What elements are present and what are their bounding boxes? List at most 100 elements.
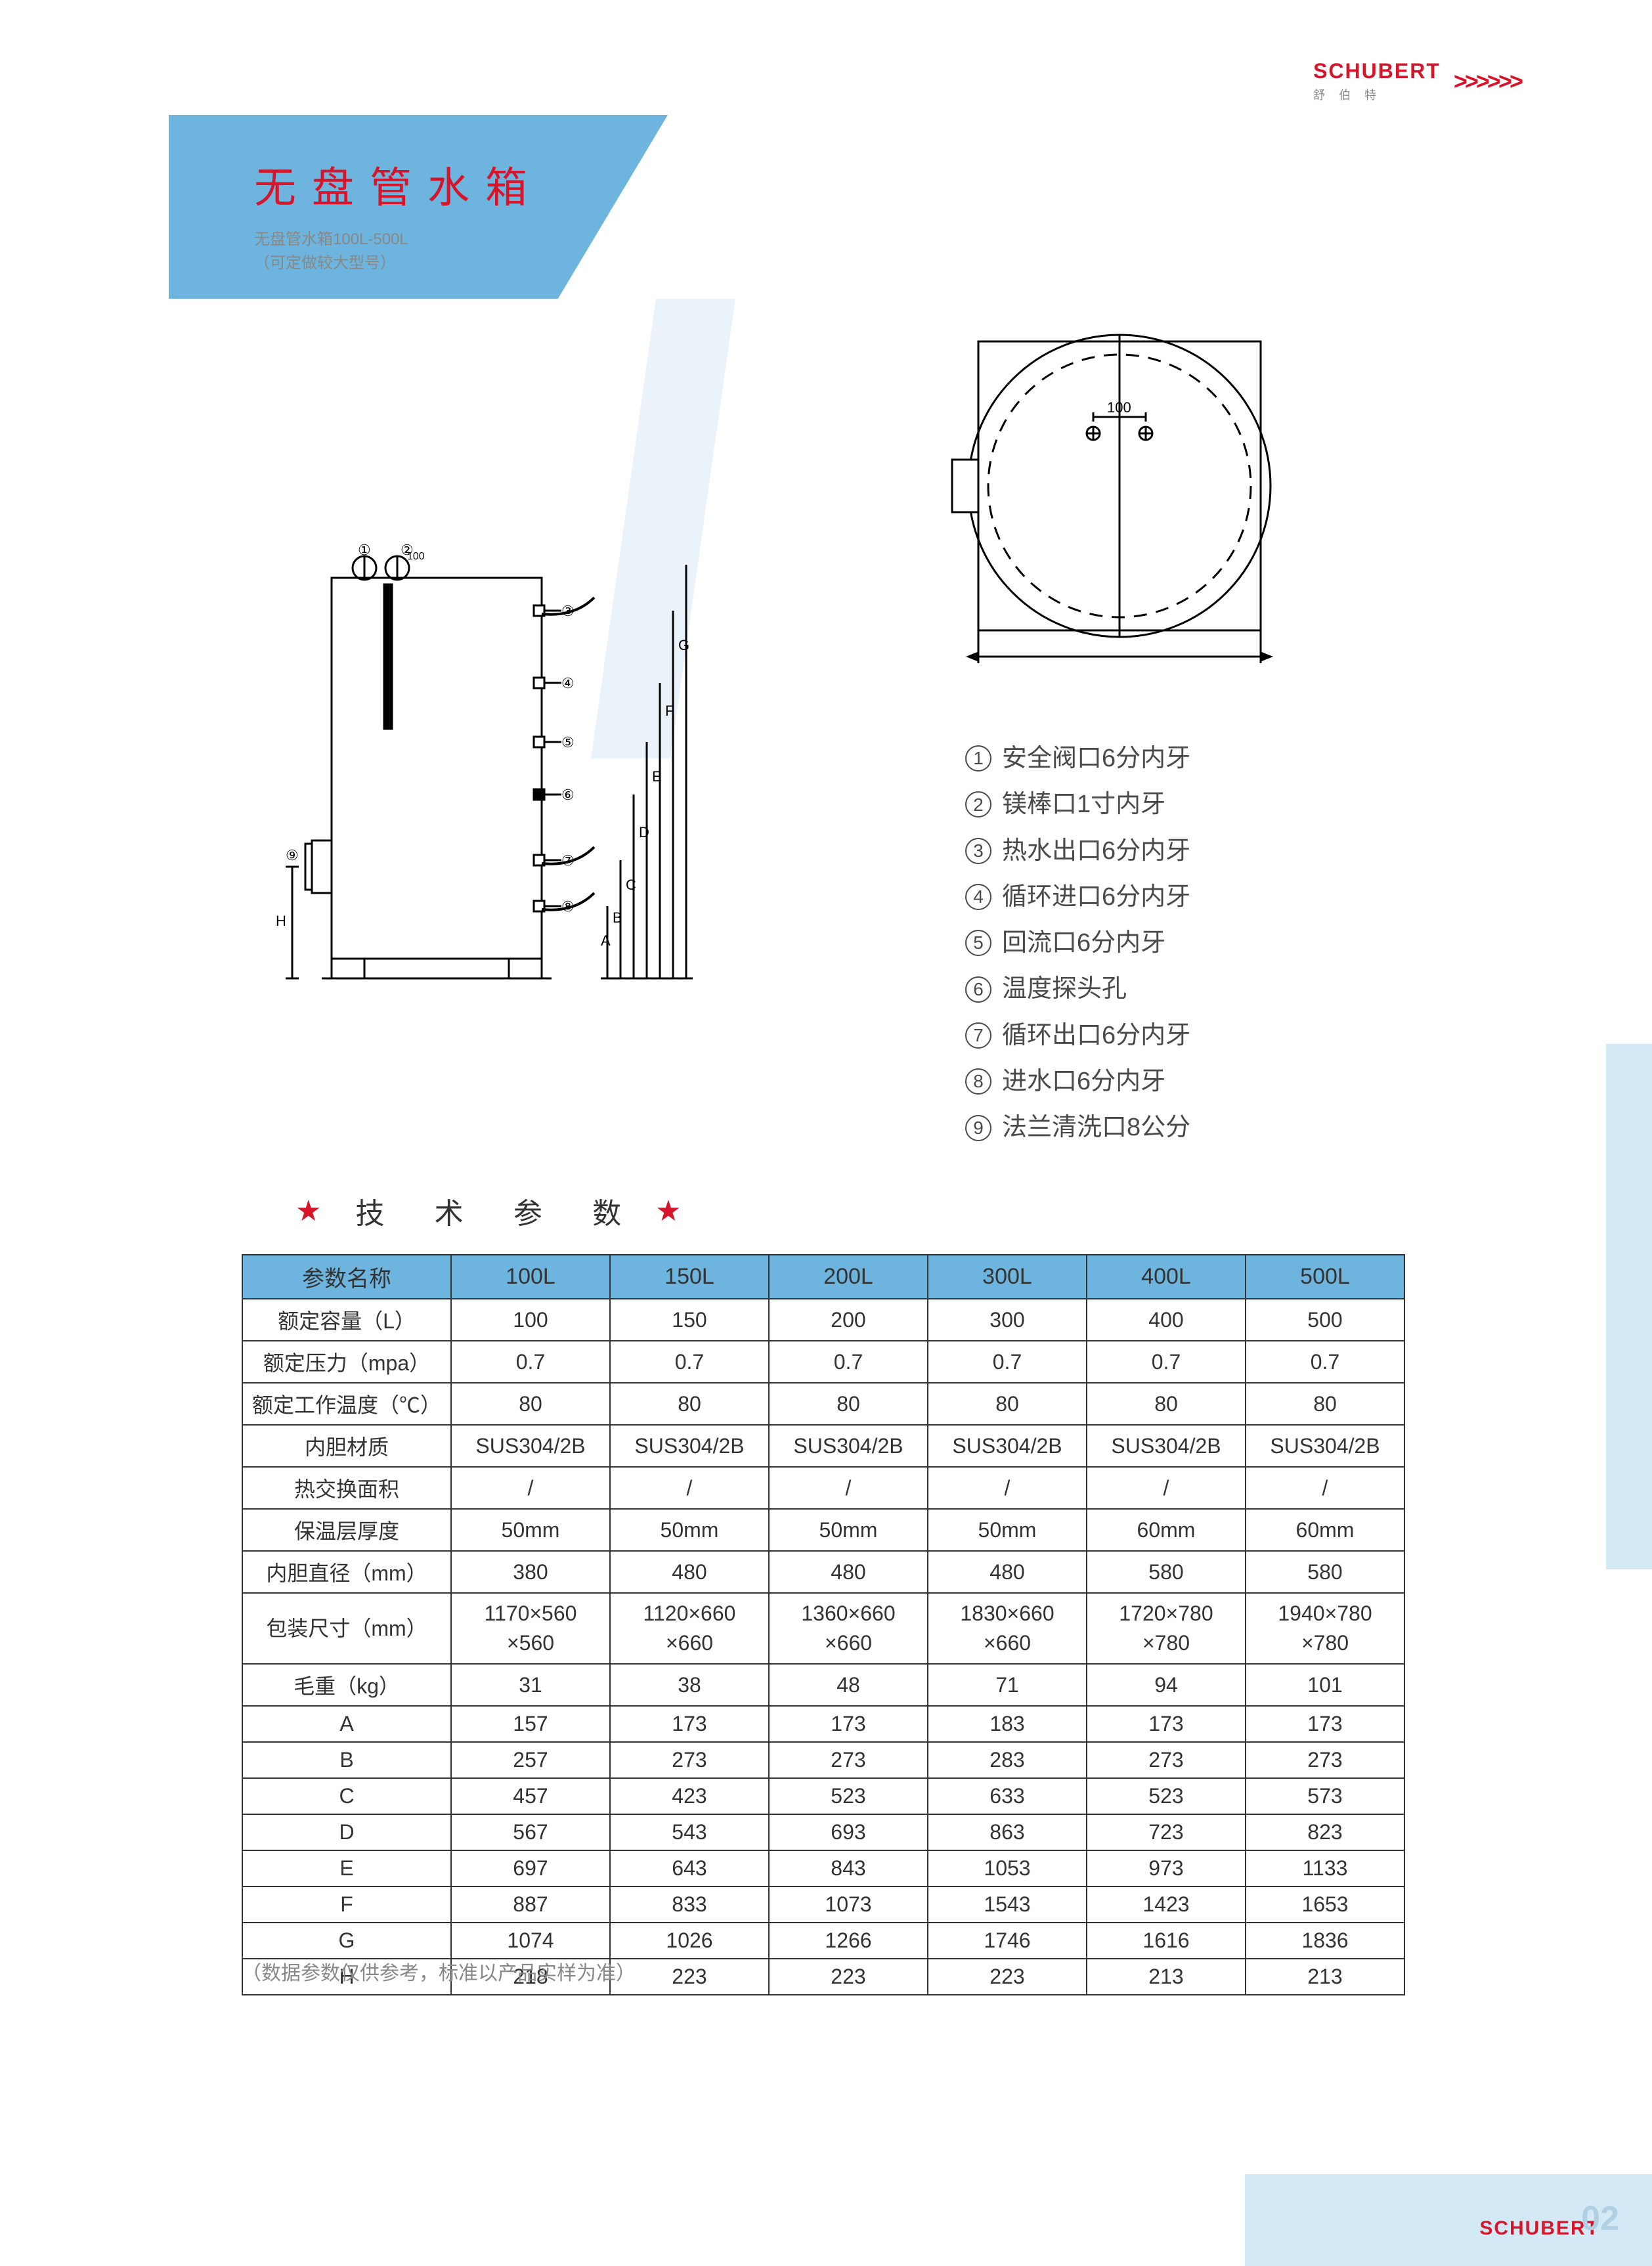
cell: 500 — [1246, 1299, 1404, 1341]
cell: 173 — [1246, 1706, 1404, 1742]
table-header-cell: 200L — [769, 1255, 928, 1299]
cell: 80 — [1087, 1383, 1246, 1425]
cell: 150 — [610, 1299, 769, 1341]
cell: 223 — [769, 1959, 928, 1995]
table-header-cell: 400L — [1087, 1255, 1246, 1299]
svg-text:100: 100 — [407, 551, 425, 562]
table-row: 包装尺寸（mm）1170×560×5601120×660×6601360×660… — [242, 1593, 1404, 1664]
main-title: 无盘管水箱 — [254, 154, 668, 215]
sub-title-line2: （可定做较大型号） — [254, 251, 668, 275]
legend-number: 5 — [965, 930, 991, 956]
brand-name: SCHUBERT — [1313, 59, 1441, 83]
cell: SUS304/2B — [1246, 1425, 1404, 1467]
table-row: 额定压力（mpa）0.70.70.70.70.70.7 — [242, 1341, 1404, 1383]
cell: 50mm — [769, 1509, 928, 1551]
legend-item: 5回流口6分内牙 — [965, 920, 1190, 966]
cell: 823 — [1246, 1814, 1404, 1850]
cell: 693 — [769, 1814, 928, 1850]
cell: 833 — [610, 1886, 769, 1923]
cell: 523 — [1087, 1778, 1246, 1814]
table-row: 额定工作温度（℃）808080808080 — [242, 1383, 1404, 1425]
table-header-cell: 150L — [610, 1255, 769, 1299]
cell: 1170×560×560 — [451, 1593, 610, 1664]
legend-text: 热水出口6分内牙 — [1002, 828, 1190, 874]
legend-number: 3 — [965, 838, 991, 864]
cell: 38 — [610, 1664, 769, 1706]
cell: SUS304/2B — [1087, 1425, 1246, 1467]
legend-item: 3 热水出口6分内牙 — [965, 828, 1190, 874]
row-label: 包装尺寸（mm） — [242, 1593, 451, 1664]
cell: / — [1246, 1467, 1404, 1509]
cell: 213 — [1246, 1959, 1404, 1995]
cell: 480 — [610, 1551, 769, 1593]
side-decoration — [1606, 1044, 1652, 1569]
row-label: 额定压力（mpa） — [242, 1341, 451, 1383]
cell: 80 — [610, 1383, 769, 1425]
cell: 1616 — [1087, 1923, 1246, 1959]
cell: 0.7 — [769, 1341, 928, 1383]
cell: / — [769, 1467, 928, 1509]
cell: 173 — [610, 1706, 769, 1742]
table-row: 额定容量（L）100150200300400500 — [242, 1299, 1404, 1341]
cell: 0.7 — [1246, 1341, 1404, 1383]
legend-text: 温度探头孔 — [1002, 966, 1127, 1012]
table-row: F8878331073154314231653 — [242, 1886, 1404, 1923]
page-number: 02 — [1581, 2199, 1619, 2238]
cell: 183 — [928, 1706, 1087, 1742]
cell: 1423 — [1087, 1886, 1246, 1923]
cell: 580 — [1246, 1551, 1404, 1593]
row-label: A — [242, 1706, 451, 1742]
svg-text:C: C — [626, 877, 636, 893]
svg-text:H: H — [276, 913, 286, 929]
row-label: E — [242, 1850, 451, 1886]
cell: 94 — [1087, 1664, 1246, 1706]
cell: 60mm — [1087, 1509, 1246, 1551]
svg-text:B: B — [613, 909, 622, 926]
cell: 1543 — [928, 1886, 1087, 1923]
row-label: 额定容量（L） — [242, 1299, 451, 1341]
svg-text:⑦: ⑦ — [561, 852, 575, 869]
cell: 423 — [610, 1778, 769, 1814]
cell: / — [451, 1467, 610, 1509]
svg-text:100: 100 — [1107, 399, 1131, 416]
row-label: 内胆直径（mm） — [242, 1551, 451, 1593]
cell: 1653 — [1246, 1886, 1404, 1923]
table-row: E69764384310539731133 — [242, 1850, 1404, 1886]
cell: SUS304/2B — [451, 1425, 610, 1467]
cell: 1836 — [1246, 1923, 1404, 1959]
cell: 283 — [928, 1742, 1087, 1778]
cell: 223 — [928, 1959, 1087, 1995]
cell: SUS304/2B — [610, 1425, 769, 1467]
legend-item: 6温度探头孔 — [965, 966, 1190, 1012]
table-note: （数据参数仅供参考，标准以产品实样为准） — [242, 1957, 636, 1986]
legend-item: 8进水口6分内牙 — [965, 1058, 1190, 1104]
cell: 580 — [1087, 1551, 1246, 1593]
table-header-cell: 500L — [1246, 1255, 1404, 1299]
cell: 480 — [769, 1551, 928, 1593]
table-row: 内胆材质SUS304/2BSUS304/2BSUS304/2BSUS304/2B… — [242, 1425, 1404, 1467]
cell: 200 — [769, 1299, 928, 1341]
cell: 400 — [1087, 1299, 1246, 1341]
table-row: 保温层厚度50mm50mm50mm50mm60mm60mm — [242, 1509, 1404, 1551]
cell: 643 — [610, 1850, 769, 1886]
tank-front-diagram: ① ② 100 ③ ④ ⑤ ⑥ ⑦ ⑧ ⑨ A B C D E F G H — [259, 532, 712, 1005]
cell: 157 — [451, 1706, 610, 1742]
cell: 0.7 — [928, 1341, 1087, 1383]
table-header-cell: 300L — [928, 1255, 1087, 1299]
header-brand: SCHUBERT 舒 伯 特 >>>>>> — [1313, 59, 1521, 103]
cell: 1120×660×660 — [610, 1593, 769, 1664]
sub-title-line1: 无盘管水箱100L-500L — [254, 228, 668, 251]
cell: 1940×780×780 — [1246, 1593, 1404, 1664]
cell: SUS304/2B — [928, 1425, 1087, 1467]
legend-item: 1安全阀口6分内牙 — [965, 735, 1190, 781]
cell: 300 — [928, 1299, 1087, 1341]
table-header-cell: 100L — [451, 1255, 610, 1299]
legend-number: 7 — [965, 1022, 991, 1049]
cell: 1074 — [451, 1923, 610, 1959]
cell: 48 — [769, 1664, 928, 1706]
legend-text: 循环出口6分内牙 — [1002, 1013, 1190, 1058]
cell: 257 — [451, 1742, 610, 1778]
brand-logo: SCHUBERT 舒 伯 特 — [1313, 59, 1441, 103]
svg-text:⑥: ⑥ — [561, 787, 575, 803]
cell: 50mm — [610, 1509, 769, 1551]
